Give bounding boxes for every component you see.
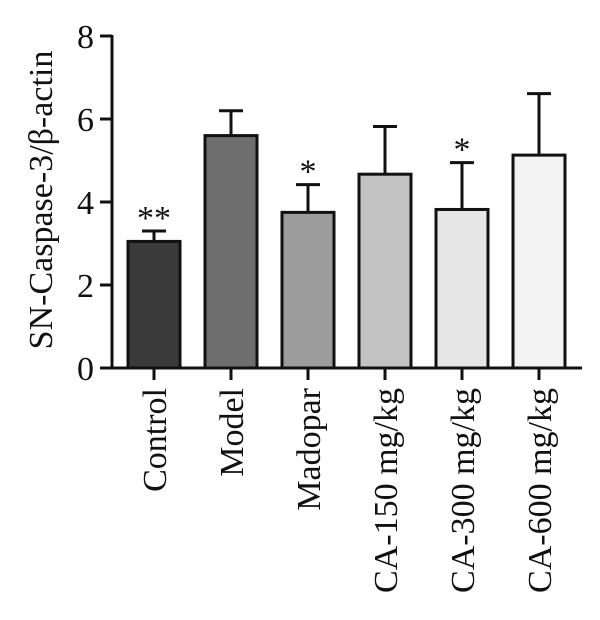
y-axis-label: SN-Caspase-3/β-actin	[23, 51, 60, 350]
x-tick-label: CA-600 mg/kg	[522, 388, 559, 593]
significance-marker: *	[300, 154, 317, 191]
x-tick-label: CA-300 mg/kg	[445, 388, 482, 593]
x-tick-label: Madopar	[291, 387, 328, 510]
bar-group: **	[126, 200, 182, 370]
x-tick-label: CA-150 mg/kg	[368, 388, 405, 593]
x-axis: Control Model Madopar CA-150 mg/kg CA-300 mg…	[111, 366, 582, 593]
x-tick-label: Control	[137, 388, 174, 492]
significance-marker: **	[137, 200, 171, 237]
bar	[434, 207, 490, 370]
bar-group	[511, 92, 567, 370]
bar-group	[203, 109, 259, 370]
bar-group	[357, 124, 413, 370]
y-tick-label: 4	[77, 185, 94, 222]
y-tick-label: 2	[77, 268, 94, 305]
x-tick-label: Model	[214, 388, 251, 477]
y-tick-label: 6	[77, 102, 94, 139]
y-tick-label: 0	[77, 351, 94, 388]
bar-group: *	[434, 132, 490, 370]
bar	[280, 210, 336, 370]
bar	[126, 239, 182, 370]
bar-group: *	[280, 154, 336, 370]
bar	[203, 134, 259, 370]
y-tick-label: 8	[77, 19, 94, 56]
bar	[357, 172, 413, 370]
significance-marker: *	[454, 132, 471, 169]
y-axis: 0 2 4 6 8	[77, 19, 114, 388]
bars: ****	[126, 92, 567, 370]
bar	[511, 153, 567, 370]
